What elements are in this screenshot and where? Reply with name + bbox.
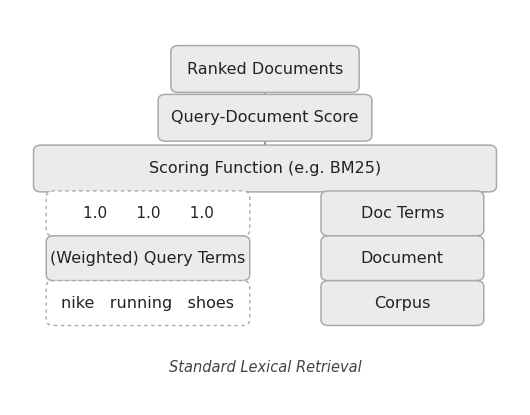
FancyBboxPatch shape	[321, 191, 484, 236]
FancyBboxPatch shape	[321, 236, 484, 281]
Text: nike   running   shoes: nike running shoes	[61, 295, 234, 310]
Text: 1.0      1.0      1.0: 1.0 1.0 1.0	[83, 206, 214, 221]
Text: Doc Terms: Doc Terms	[361, 206, 444, 221]
FancyBboxPatch shape	[171, 46, 359, 93]
FancyBboxPatch shape	[33, 145, 497, 192]
Text: Document: Document	[361, 251, 444, 266]
Text: Scoring Function (e.g. BM25): Scoring Function (e.g. BM25)	[149, 161, 381, 176]
FancyBboxPatch shape	[46, 236, 250, 281]
FancyBboxPatch shape	[158, 94, 372, 141]
FancyBboxPatch shape	[46, 281, 250, 325]
Text: Ranked Documents: Ranked Documents	[187, 61, 343, 76]
FancyBboxPatch shape	[321, 281, 484, 325]
FancyBboxPatch shape	[46, 191, 250, 236]
Text: (Weighted) Query Terms: (Weighted) Query Terms	[50, 251, 245, 266]
Text: Query-Document Score: Query-Document Score	[171, 110, 359, 125]
Text: Standard Lexical Retrieval: Standard Lexical Retrieval	[169, 360, 361, 375]
Text: Corpus: Corpus	[374, 295, 430, 310]
